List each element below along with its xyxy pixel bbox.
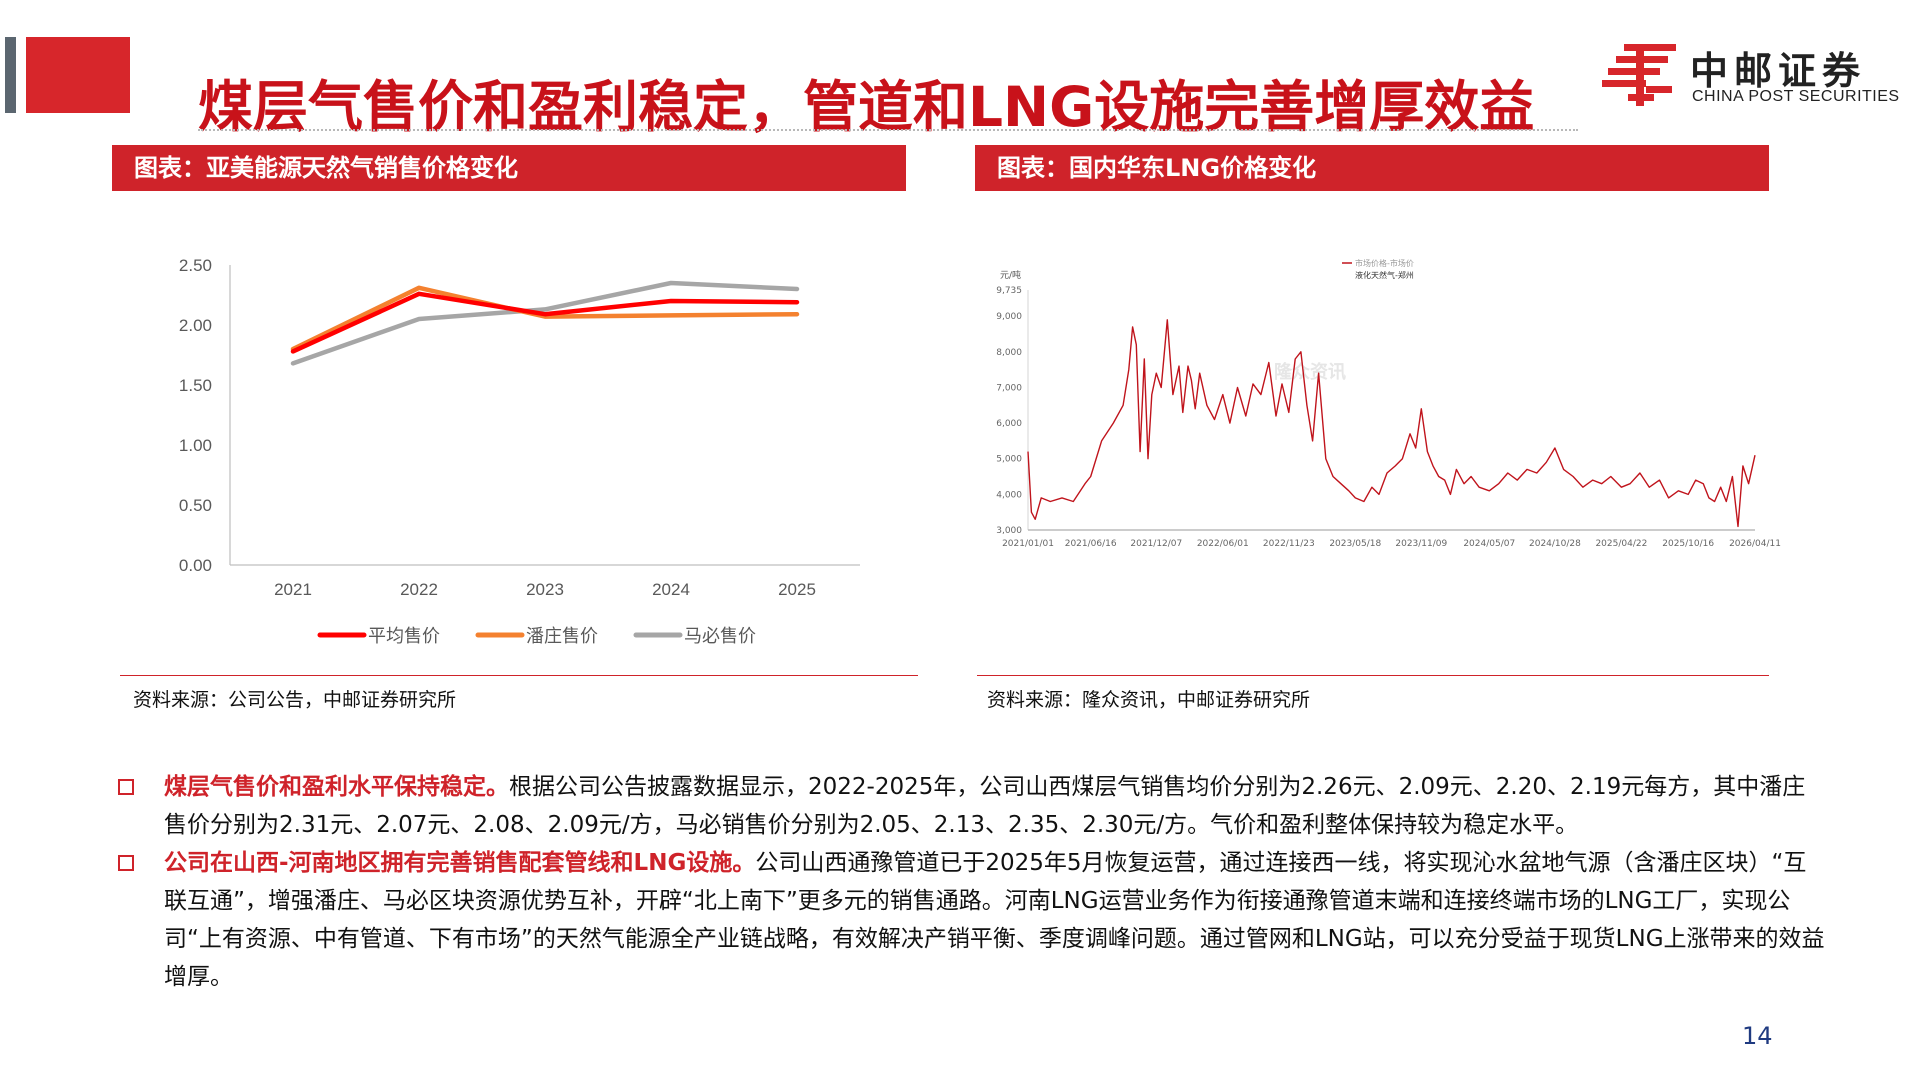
bullet-item: 公司在山西-河南地区拥有完善销售配套管线和LNG设施。公司山西通豫管道已于202… <box>118 844 1828 996</box>
x-tick-label: 2026/04/11 <box>1729 539 1781 549</box>
bullet-list: 煤层气售价和盈利水平保持稳定。根据公司公告披露数据显示，2022-2025年，公… <box>118 768 1828 996</box>
y-tick-label: 1.50 <box>179 376 212 395</box>
legend-label: 液化天然气-郑州 <box>1355 270 1414 280</box>
china-post-logo-icon <box>1602 44 1676 106</box>
header-red-block <box>26 37 130 113</box>
y-tick-label: 1.00 <box>179 436 212 455</box>
right-chart-header: 图表：国内华东LNG价格变化 <box>975 145 1769 191</box>
x-tick-label: 2025/10/16 <box>1662 539 1714 549</box>
legend-title: 市场价格-市场价 <box>1355 258 1414 268</box>
y-tick-label: 8,000 <box>996 348 1022 358</box>
watermark-text: 隆众资讯 <box>1274 361 1346 383</box>
x-tick-label: 2022/06/01 <box>1197 539 1249 549</box>
x-tick-label: 2025/04/22 <box>1595 539 1647 549</box>
gas-price-line-chart: 0.00 0.50 1.00 1.50 2.00 2.50 2021 2022 2023 2024… <box>179 256 860 647</box>
x-tick-label: 2024/10/28 <box>1529 539 1581 549</box>
page-title: 煤层气售价和盈利稳定，管道和LNG设施完善增厚效益 <box>198 75 1535 139</box>
x-tick-label: 2023 <box>526 580 564 599</box>
logo-english-name: CHINA POST SECURITIES <box>1692 88 1900 105</box>
company-logo: 中邮证券 CHINA POST SECURITIES <box>1602 40 1902 112</box>
y-tick-label: 7,000 <box>996 383 1022 393</box>
y-tick-label: 2.00 <box>179 316 212 335</box>
title-divider <box>198 129 1578 131</box>
bullet-item: 煤层气售价和盈利水平保持稳定。根据公司公告披露数据显示，2022-2025年，公… <box>118 768 1828 844</box>
y-tick-label: 5,000 <box>996 455 1022 465</box>
logo-chinese-name: 中邮证券 <box>1690 49 1867 93</box>
bullet-text: 公司山西通豫管道已于2025年5月恢复运营，通过连接西一线，将实现沁水盆地气源（… <box>164 850 1825 990</box>
y-tick-label: 9,735 <box>996 286 1022 296</box>
bullet-square-icon <box>118 779 134 795</box>
left-chart-source: 资料来源：公司公告，中邮证券研究所 <box>133 689 457 711</box>
y-tick-label: 2.50 <box>179 256 212 275</box>
x-tick-label: 2021/12/07 <box>1130 539 1182 549</box>
left-chart-header: 图表：亚美能源天然气销售价格变化 <box>112 145 906 191</box>
x-tick-label: 2024 <box>652 580 690 599</box>
x-tick-label: 2021/01/01 <box>1002 539 1054 549</box>
right-chart-source: 资料来源：隆众资讯，中邮证券研究所 <box>987 689 1311 711</box>
series-line <box>1027 319 1756 528</box>
x-tick-label: 2022 <box>400 580 438 599</box>
left-source-divider <box>120 675 918 676</box>
bullet-lead: 煤层气售价和盈利水平保持稳定。 <box>164 774 509 800</box>
y-tick-label: 3,000 <box>996 526 1022 536</box>
series-line <box>290 280 800 366</box>
bullet-square-icon <box>118 855 134 871</box>
right-source-divider <box>977 675 1769 676</box>
page-number: 14 <box>1742 1022 1773 1050</box>
bullet-text: 根据公司公告披露数据显示，2022-2025年，公司山西煤层气销售均价分别为2.… <box>164 774 1806 838</box>
x-tick-label: 2025 <box>778 580 816 599</box>
y-tick-label: 0.50 <box>179 496 212 515</box>
legend-label: 平均售价 <box>368 626 440 647</box>
y-tick-label: 6,000 <box>996 419 1022 429</box>
x-tick-label: 2024/05/07 <box>1463 539 1515 549</box>
y-tick-label: 9,000 <box>996 312 1022 322</box>
y-unit-label: 元/吨 <box>1000 269 1021 281</box>
x-tick-label: 2021/06/16 <box>1065 539 1117 549</box>
y-tick-label: 0.00 <box>179 556 212 575</box>
legend-label: 潘庄售价 <box>526 626 598 647</box>
lng-price-line-chart: 元/吨 3,000 4,000 5,000 6,000 7,000 8,000 9,000 9,… <box>996 258 1781 549</box>
y-tick-label: 4,000 <box>996 490 1022 500</box>
x-tick-label: 2021 <box>274 580 312 599</box>
x-tick-label: 2022/11/23 <box>1263 539 1315 549</box>
series-line <box>290 291 800 354</box>
bullet-lead: 公司在山西-河南地区拥有完善销售配套管线和LNG设施。 <box>164 850 756 876</box>
x-tick-label: 2023/05/18 <box>1329 539 1381 549</box>
header-gray-bar <box>5 37 16 113</box>
x-tick-label: 2023/11/09 <box>1395 539 1447 549</box>
legend-label: 马必售价 <box>684 626 756 647</box>
series-line <box>290 285 800 352</box>
